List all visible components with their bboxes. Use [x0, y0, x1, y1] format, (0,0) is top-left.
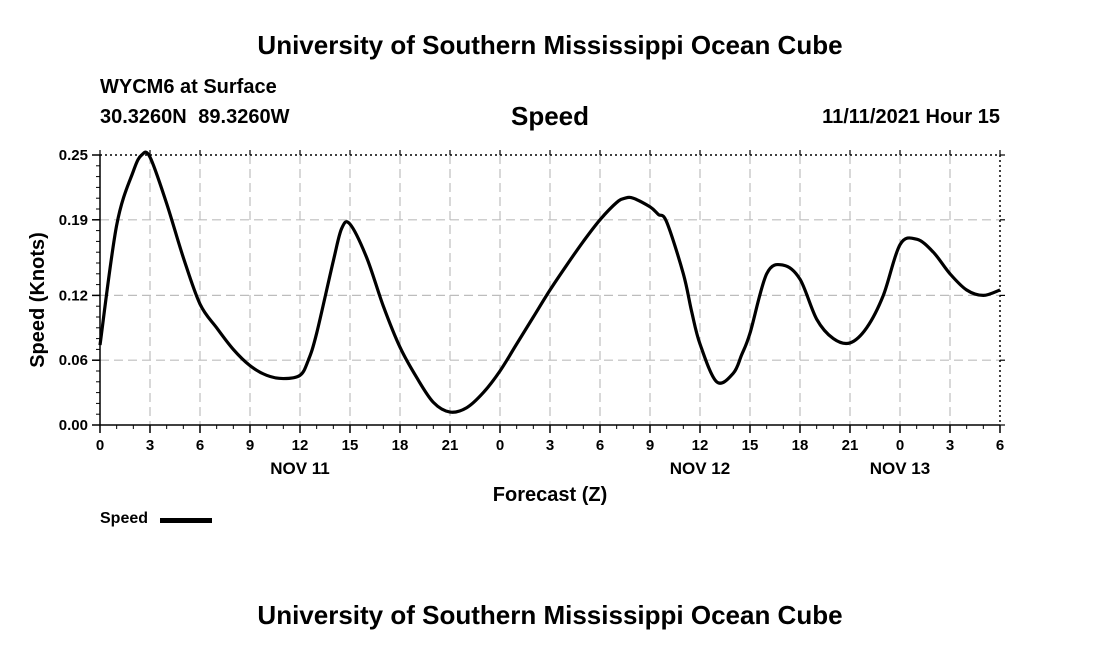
y-tick-label: 0.00: [59, 417, 88, 434]
datetime-label: 11/11/2021 Hour 15: [822, 106, 1000, 128]
station-label: WYCM6 at Surface: [100, 76, 277, 98]
x-tick-label: 15: [342, 437, 359, 454]
y-tick-label: 0.19: [59, 212, 88, 229]
x-tick-label: 3: [146, 437, 154, 454]
x-tick-label: 21: [442, 437, 459, 454]
x-tick-label: 15: [742, 437, 759, 454]
chart-grid: [100, 155, 1000, 425]
x-tick-label: 9: [246, 437, 254, 454]
x-tick-label: 6: [996, 437, 1004, 454]
date-label: NOV 11: [270, 459, 330, 478]
footer-title: University of Southern Mississippi Ocean…: [257, 600, 843, 630]
x-tick-label: 12: [292, 437, 309, 454]
y-tick-label: 0.25: [59, 147, 88, 164]
date-label: NOV 12: [670, 459, 730, 478]
x-tick-label: 0: [896, 437, 904, 454]
x-tick-label: 21: [842, 437, 859, 454]
speed-series-line: [98, 150, 1001, 414]
y-tick-label: 0.12: [59, 287, 88, 304]
x-tick-label: 3: [946, 437, 954, 454]
x-tick-label: 18: [792, 437, 809, 454]
x-tick-label: 9: [646, 437, 654, 454]
x-tick-label: 6: [196, 437, 204, 454]
x-tick-label: 6: [596, 437, 604, 454]
chart-title: Speed: [510, 101, 590, 131]
chart-series: [98, 150, 1001, 414]
x-tick-label: 3: [546, 437, 554, 454]
y-tick-label: 0.06: [59, 352, 88, 369]
x-tick-label: 0: [96, 437, 104, 454]
legend-line-swatch: [160, 518, 212, 523]
legend-label: Speed: [100, 510, 149, 527]
page-title: University of Southern Mississippi Ocean…: [257, 30, 843, 60]
x-axis-label: Forecast (Z): [493, 484, 607, 506]
coordinates-label: 30.3260N 89.3260W: [100, 106, 290, 128]
y-axis-label: Speed (Knots): [27, 232, 49, 368]
x-tick-label: 0: [496, 437, 504, 454]
date-label: NOV 13: [870, 459, 930, 478]
x-tick-label: 18: [392, 437, 409, 454]
chart-labels: 0 3 6 9 12 15 18 21 0 3 6 9 12 15 18 21 0 3 6 0.00 0.06 0.12 0…: [27, 147, 1004, 506]
x-tick-label: 12: [692, 437, 709, 454]
chart-ticks: [92, 150, 1005, 433]
